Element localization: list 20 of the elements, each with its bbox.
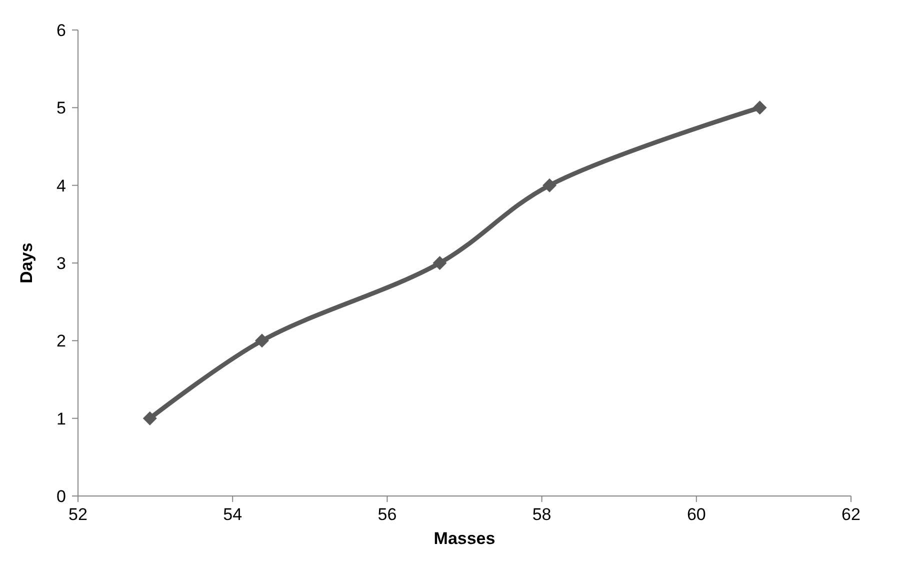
x-tick-label: 62	[842, 505, 860, 524]
y-tick-label: 0	[56, 487, 66, 506]
y-axis-title: Days	[17, 242, 36, 284]
y-tick-label: 2	[56, 332, 66, 351]
point	[542, 178, 557, 192]
x-axis-title: Masses	[434, 529, 496, 548]
point	[432, 256, 447, 270]
x-tick-label: 52	[68, 505, 88, 524]
y-tick-label: 3	[56, 254, 66, 273]
x-tick-label: 56	[378, 505, 397, 524]
x-tick-label: 60	[686, 505, 706, 524]
x-tick-label: 58	[532, 505, 552, 524]
y-tick-label: 5	[56, 98, 66, 118]
point	[254, 334, 269, 348]
y-tick-label: 6	[56, 21, 66, 40]
y-tick-label: 1	[56, 409, 66, 428]
y-tick-label: 4	[56, 176, 66, 196]
x-tick-label: 54	[223, 505, 242, 524]
point	[752, 100, 767, 115]
point	[142, 411, 157, 426]
